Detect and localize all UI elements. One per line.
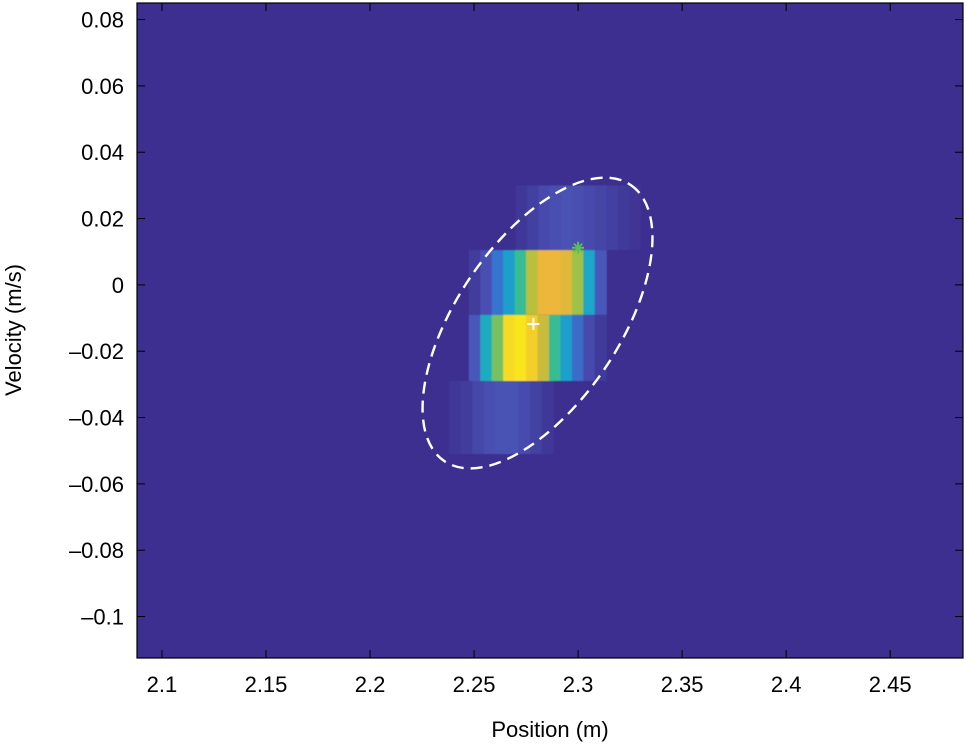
heatmap-cell xyxy=(506,381,520,455)
heatmap-cell xyxy=(518,381,531,455)
heatmap-cell xyxy=(560,314,573,382)
heatmap-cell xyxy=(503,250,516,315)
heatmap-cell xyxy=(460,381,473,455)
heatmap-cell xyxy=(560,250,573,315)
heatmap-cell xyxy=(541,381,554,455)
x-tick-label: 2.25 xyxy=(453,672,496,697)
heatmap-cell xyxy=(537,314,550,382)
x-tick-label: 2.1 xyxy=(147,672,178,697)
heatmap-cell xyxy=(468,314,481,382)
x-tick-label: 2.35 xyxy=(661,672,704,697)
y-tick-label: 0.08 xyxy=(81,8,124,33)
x-tick-label: 2.3 xyxy=(563,672,594,697)
heatmap-cell xyxy=(538,185,551,251)
heatmap-cell xyxy=(503,314,516,382)
y-tick-label: –0.1 xyxy=(81,605,124,630)
y-tick-label: 0 xyxy=(112,273,124,298)
heatmap-cell xyxy=(571,250,584,315)
heatmap-cell xyxy=(514,250,527,315)
y-tick-label: –0.08 xyxy=(69,538,124,563)
heatmap-cell xyxy=(495,381,508,455)
heatmap-cell xyxy=(583,250,596,315)
heatmap-cell xyxy=(483,381,496,455)
heatmap-cell xyxy=(549,185,562,251)
x-tick-label: 2.4 xyxy=(771,672,802,697)
y-axis-ticks: 0.08 0.06 0.04 0.02 0 –0.02 –0.04 –0.06 –0.08 –0.… xyxy=(69,8,963,630)
heatmap-cell xyxy=(526,314,539,382)
heatmap-cell xyxy=(583,314,596,382)
heatmap-cell xyxy=(449,381,462,455)
x-axis-ticks: 2.1 2.15 2.2 2.25 2.3 2.35 2.4 2.45 xyxy=(147,3,912,697)
y-tick-label: –0.04 xyxy=(69,406,124,431)
x-tick-label: 2.45 xyxy=(869,672,912,697)
heatmap-cell xyxy=(526,250,539,315)
heatmap-cell xyxy=(571,314,584,382)
y-axis-label: Velocity (m/s) xyxy=(1,264,26,396)
heatmap-cell xyxy=(468,250,481,315)
overlay-layer xyxy=(421,176,654,470)
x-axis-label: Position (m) xyxy=(491,717,608,742)
heatmap-cell xyxy=(583,185,596,251)
y-tick-label: 0.02 xyxy=(81,207,124,232)
heatmap-cell xyxy=(515,185,528,251)
confidence-ellipse xyxy=(421,176,654,470)
heatmap-cell xyxy=(548,250,562,315)
x-tick-label: 2.2 xyxy=(355,672,386,697)
heatmap-cell xyxy=(491,314,504,382)
heatmap-cell xyxy=(472,381,485,455)
y-tick-label: 0.04 xyxy=(81,140,124,165)
heatmap-cell xyxy=(606,185,619,251)
heatmap-cell xyxy=(572,185,585,251)
heatmap-cell xyxy=(595,185,608,251)
y-tick-label: –0.02 xyxy=(69,339,124,364)
truth-asterisk-marker xyxy=(572,241,585,254)
estimate-plus-marker xyxy=(527,318,540,331)
y-tick-label: –0.06 xyxy=(69,472,124,497)
heatmap-cells xyxy=(449,185,642,455)
heatmap-cell xyxy=(530,381,543,455)
x-tick-label: 2.15 xyxy=(245,672,288,697)
heatmap-cell xyxy=(561,185,574,251)
heatmap-cell xyxy=(480,314,493,382)
heatmap-cell xyxy=(594,250,607,315)
heatmap-cell xyxy=(629,185,642,251)
heatmap-cell xyxy=(537,250,550,315)
heatmap-cell xyxy=(514,314,527,382)
heatmap-cell xyxy=(548,314,562,382)
heatmap-cell xyxy=(527,185,539,251)
y-tick-label: 0.06 xyxy=(81,74,124,99)
heatmap-cell xyxy=(491,250,504,315)
heatmap-cell xyxy=(594,314,607,382)
heatmap-cell xyxy=(617,185,630,251)
plot-frame xyxy=(136,2,964,659)
heatmap-cell xyxy=(480,250,493,315)
